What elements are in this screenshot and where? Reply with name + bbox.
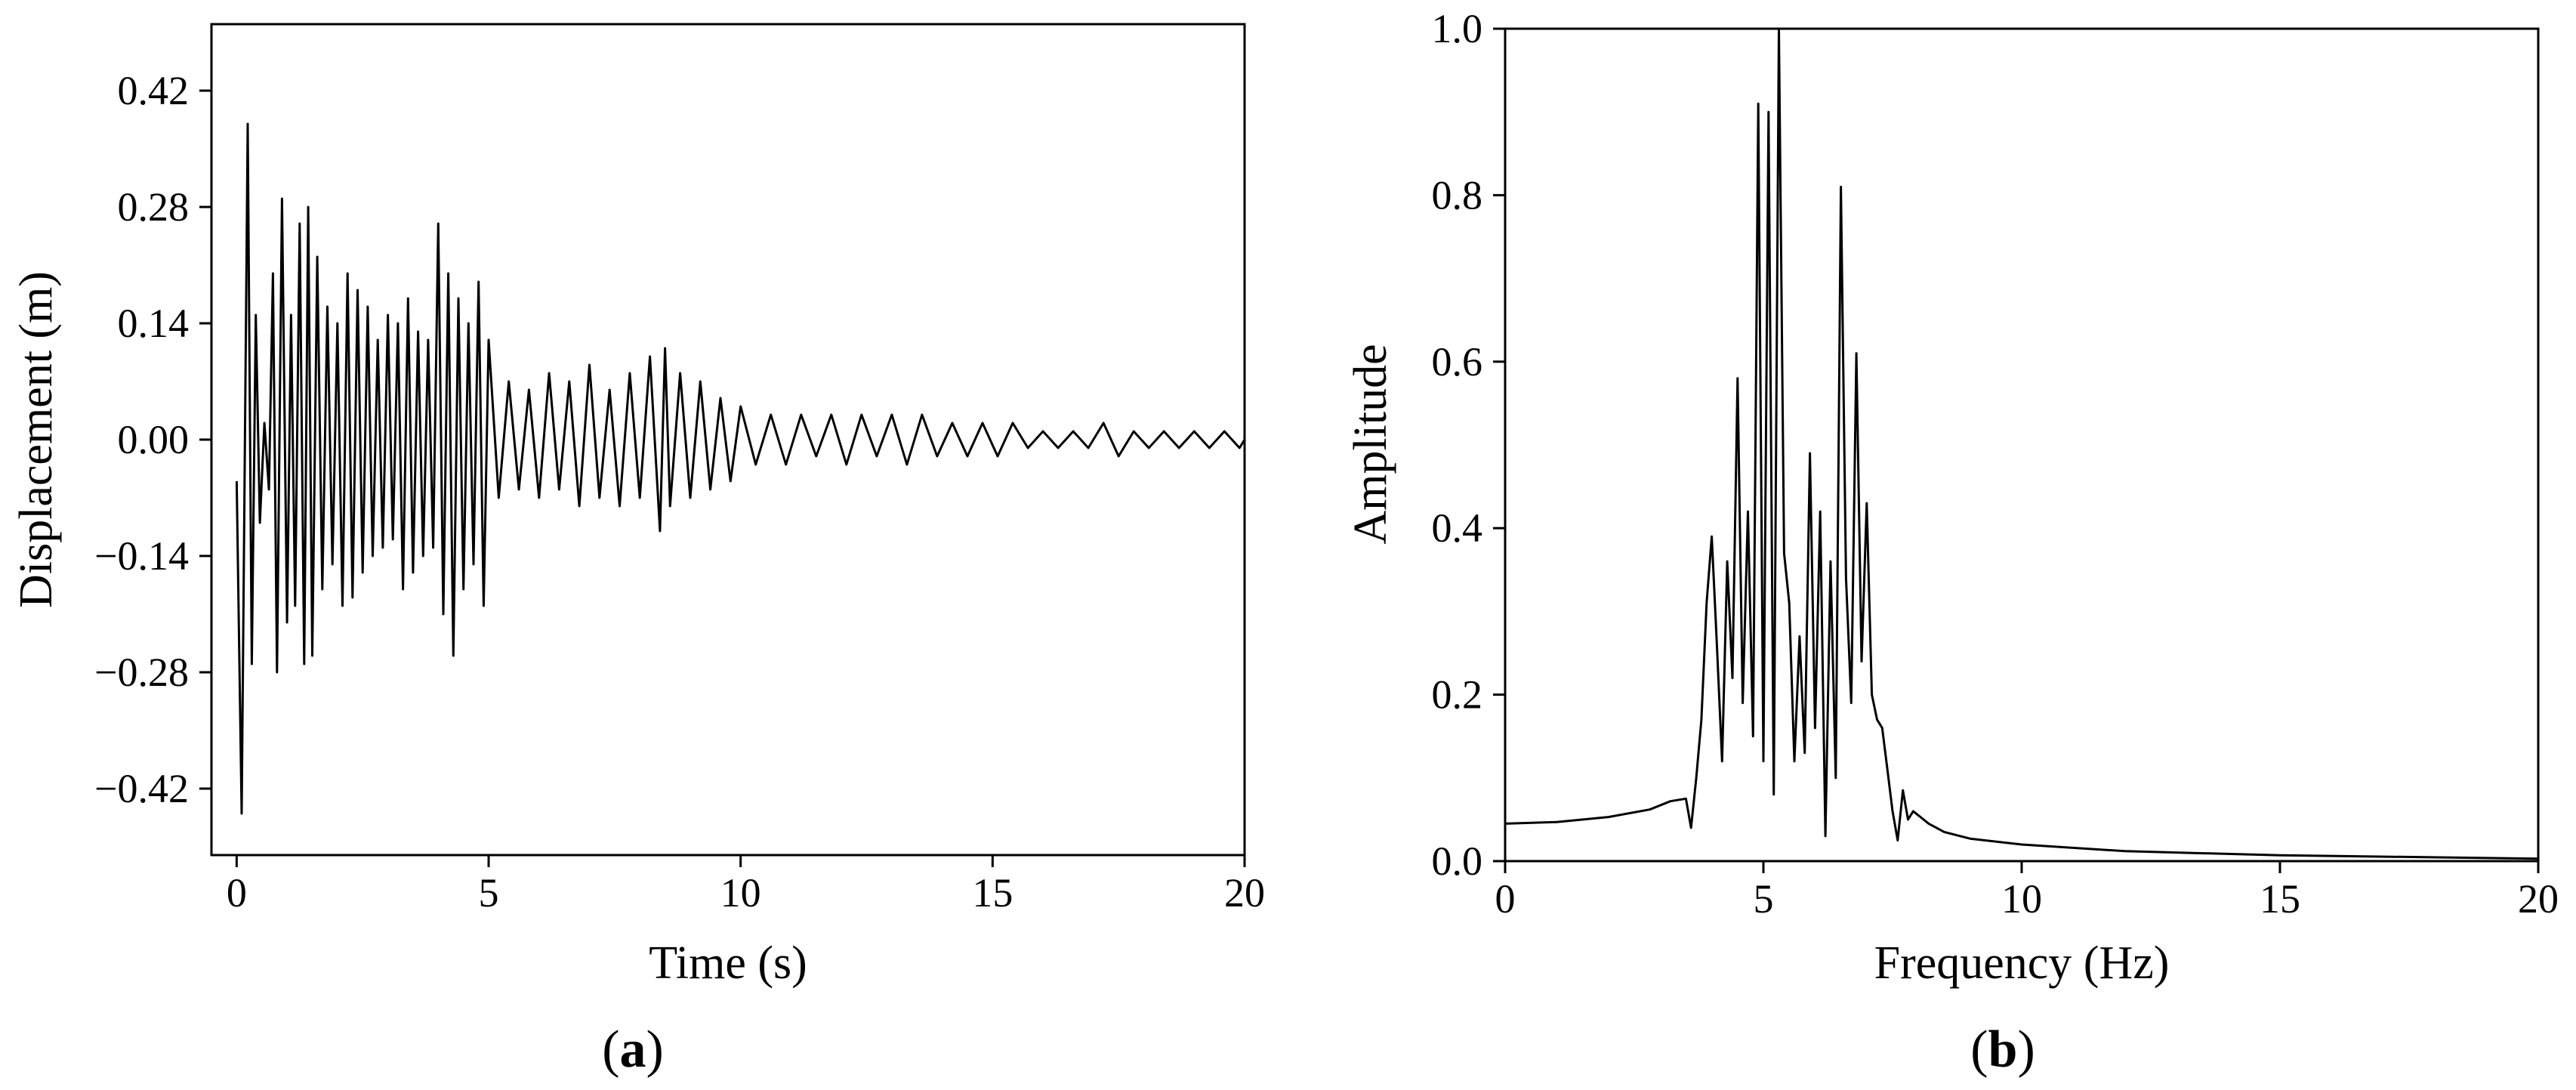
x-tick-label: 5 xyxy=(479,870,499,916)
y-tick-label: 0.0 xyxy=(1432,838,1483,884)
y-tick-label: 0.14 xyxy=(118,301,190,346)
y-tick-label: 0.42 xyxy=(118,68,190,113)
chart-a-y-ticks: 0.42 0.28 0.14 0.00 −0.14 −0.28 −0.42 xyxy=(94,68,211,811)
y-tick-label: 0.28 xyxy=(118,184,190,230)
y-tick-label: 0.2 xyxy=(1432,672,1483,718)
chart-b-plot-frame xyxy=(1504,27,2540,863)
panel-label-a-close: ) xyxy=(646,1021,664,1079)
y-tick-label: 0.00 xyxy=(118,417,190,462)
panel-label-a-open: ( xyxy=(602,1021,619,1079)
y-tick-label: −0.14 xyxy=(94,533,189,579)
x-tick-label: 0 xyxy=(1495,876,1516,922)
chart-a-x-ticks: 0 5 10 15 20 xyxy=(227,855,1265,916)
chart-a-y-axis-label: Displacement (m) xyxy=(11,271,62,608)
x-tick-label: 20 xyxy=(1224,870,1265,916)
chart-b-y-ticks: 0.0 0.2 0.4 0.6 0.8 1.0 xyxy=(1432,6,1505,884)
chart-a-plot-frame xyxy=(210,23,1246,857)
x-tick-label: 15 xyxy=(2260,876,2300,922)
x-tick-label: 5 xyxy=(1754,876,1774,922)
x-tick-label: 0 xyxy=(227,870,247,916)
panel-label-b-close: ) xyxy=(2017,1021,2035,1079)
chart-b-y-axis-label: Amplitude xyxy=(1345,344,1396,544)
chart-b-amplitude: 0 5 10 15 20 0.0 0.2 0.4 0.6 0.8 1.0 Frequency (H… xyxy=(1345,6,2559,989)
chart-a-series-line xyxy=(235,122,1246,815)
y-tick-label: 1.0 xyxy=(1432,6,1483,51)
y-tick-label: −0.42 xyxy=(94,766,189,811)
chart-b-series-line xyxy=(1504,27,2539,860)
panel-label-b-letter: b xyxy=(1988,1021,2018,1079)
x-tick-label: 10 xyxy=(720,870,761,916)
panel-label-a: (a) xyxy=(602,1021,664,1079)
chart-b-x-axis-label: Frequency (Hz) xyxy=(1874,937,2170,989)
panel-label-b-open: ( xyxy=(1970,1021,1988,1079)
chart-b-x-ticks: 0 5 10 15 20 xyxy=(1495,861,2559,922)
x-tick-label: 20 xyxy=(2518,876,2559,922)
y-tick-label: 0.6 xyxy=(1432,339,1483,384)
panel-label-a-letter: a xyxy=(620,1021,646,1079)
y-tick-label: −0.28 xyxy=(94,650,189,695)
panel-label-b: (b) xyxy=(1970,1021,2035,1079)
chart-a-displacement: 0 5 10 15 20 0.42 0.28 0.14 0.00 −0.14 −0.28 −0.42… xyxy=(11,23,1265,989)
chart-a-x-axis-label: Time (s) xyxy=(649,937,807,989)
x-tick-label: 10 xyxy=(2001,876,2042,922)
x-tick-label: 15 xyxy=(972,870,1013,916)
y-tick-label: 0.8 xyxy=(1432,172,1483,218)
y-tick-label: 0.4 xyxy=(1432,505,1483,551)
